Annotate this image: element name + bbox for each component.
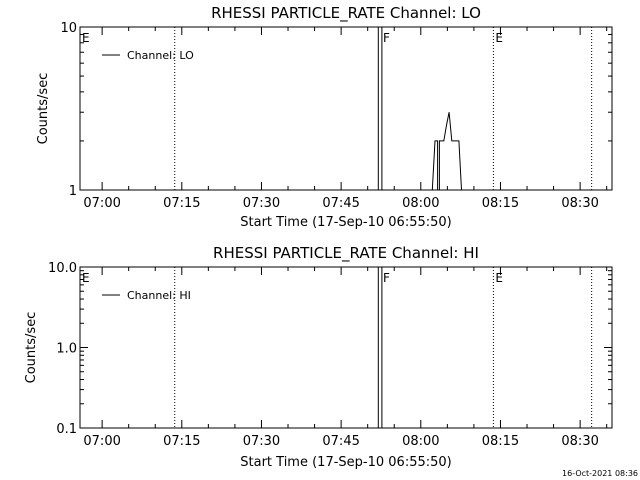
x-tick-label: 08:30 [561,196,598,211]
x-tick-label: 08:00 [402,196,439,211]
x-tick-label: 07:15 [163,434,200,449]
x-tick-label: 07:30 [243,196,280,211]
event-marker-label: E [495,271,503,285]
panel-hi-channel: RHESSI PARTICLE_RATE Channel: HI Start Ti… [24,244,613,470]
x-tick-label: 08:00 [402,434,439,449]
y-tick-label: 10.0 [48,261,77,276]
chart-title: RHESSI PARTICLE_RATE Channel: HI [213,244,479,263]
x-tick-label: 08:30 [561,434,598,449]
plot-frame [79,26,613,191]
event-marker-label: E [82,31,90,45]
generation-timestamp: 16-Oct-2021 08:36 [562,469,638,478]
chart-title: RHESSI PARTICLE_RATE Channel: LO [211,4,481,23]
x-tick-label: 08:15 [482,196,519,211]
x-tick-label: 07:00 [83,434,120,449]
legend-label: Channel: LO [127,49,194,62]
x-tick-label: 07:00 [83,196,120,211]
event-marker-label: E [495,31,503,45]
series-line [377,266,383,428]
x-axis-label: Start Time (17-Sep-10 06:55:50) [240,455,451,470]
x-tick-label: 07:45 [322,196,359,211]
legend-label: Channel: HI [127,289,191,302]
x-tick-label: 08:15 [482,434,519,449]
event-marker-label: F [383,271,390,285]
y-axis-label: Counts/sec [24,312,39,384]
event-marker-label: F [383,31,390,45]
y-tick-label: 10 [60,21,77,36]
y-axis-label: Counts/sec [36,73,51,145]
x-axis-label: Start Time (17-Sep-10 06:55:50) [240,215,451,230]
x-tick-label: 07:30 [243,434,280,449]
panel-lo-channel: RHESSI PARTICLE_RATE Channel: LO Start Ti… [36,4,613,230]
y-tick-label: 1 [69,184,77,199]
series-line [377,26,462,191]
x-tick-label: 07:45 [322,434,359,449]
y-tick-label: 1.0 [56,342,77,357]
event-marker-label: E [82,271,90,285]
y-tick-label: 0.1 [56,422,77,437]
x-tick-label: 07:15 [163,196,200,211]
